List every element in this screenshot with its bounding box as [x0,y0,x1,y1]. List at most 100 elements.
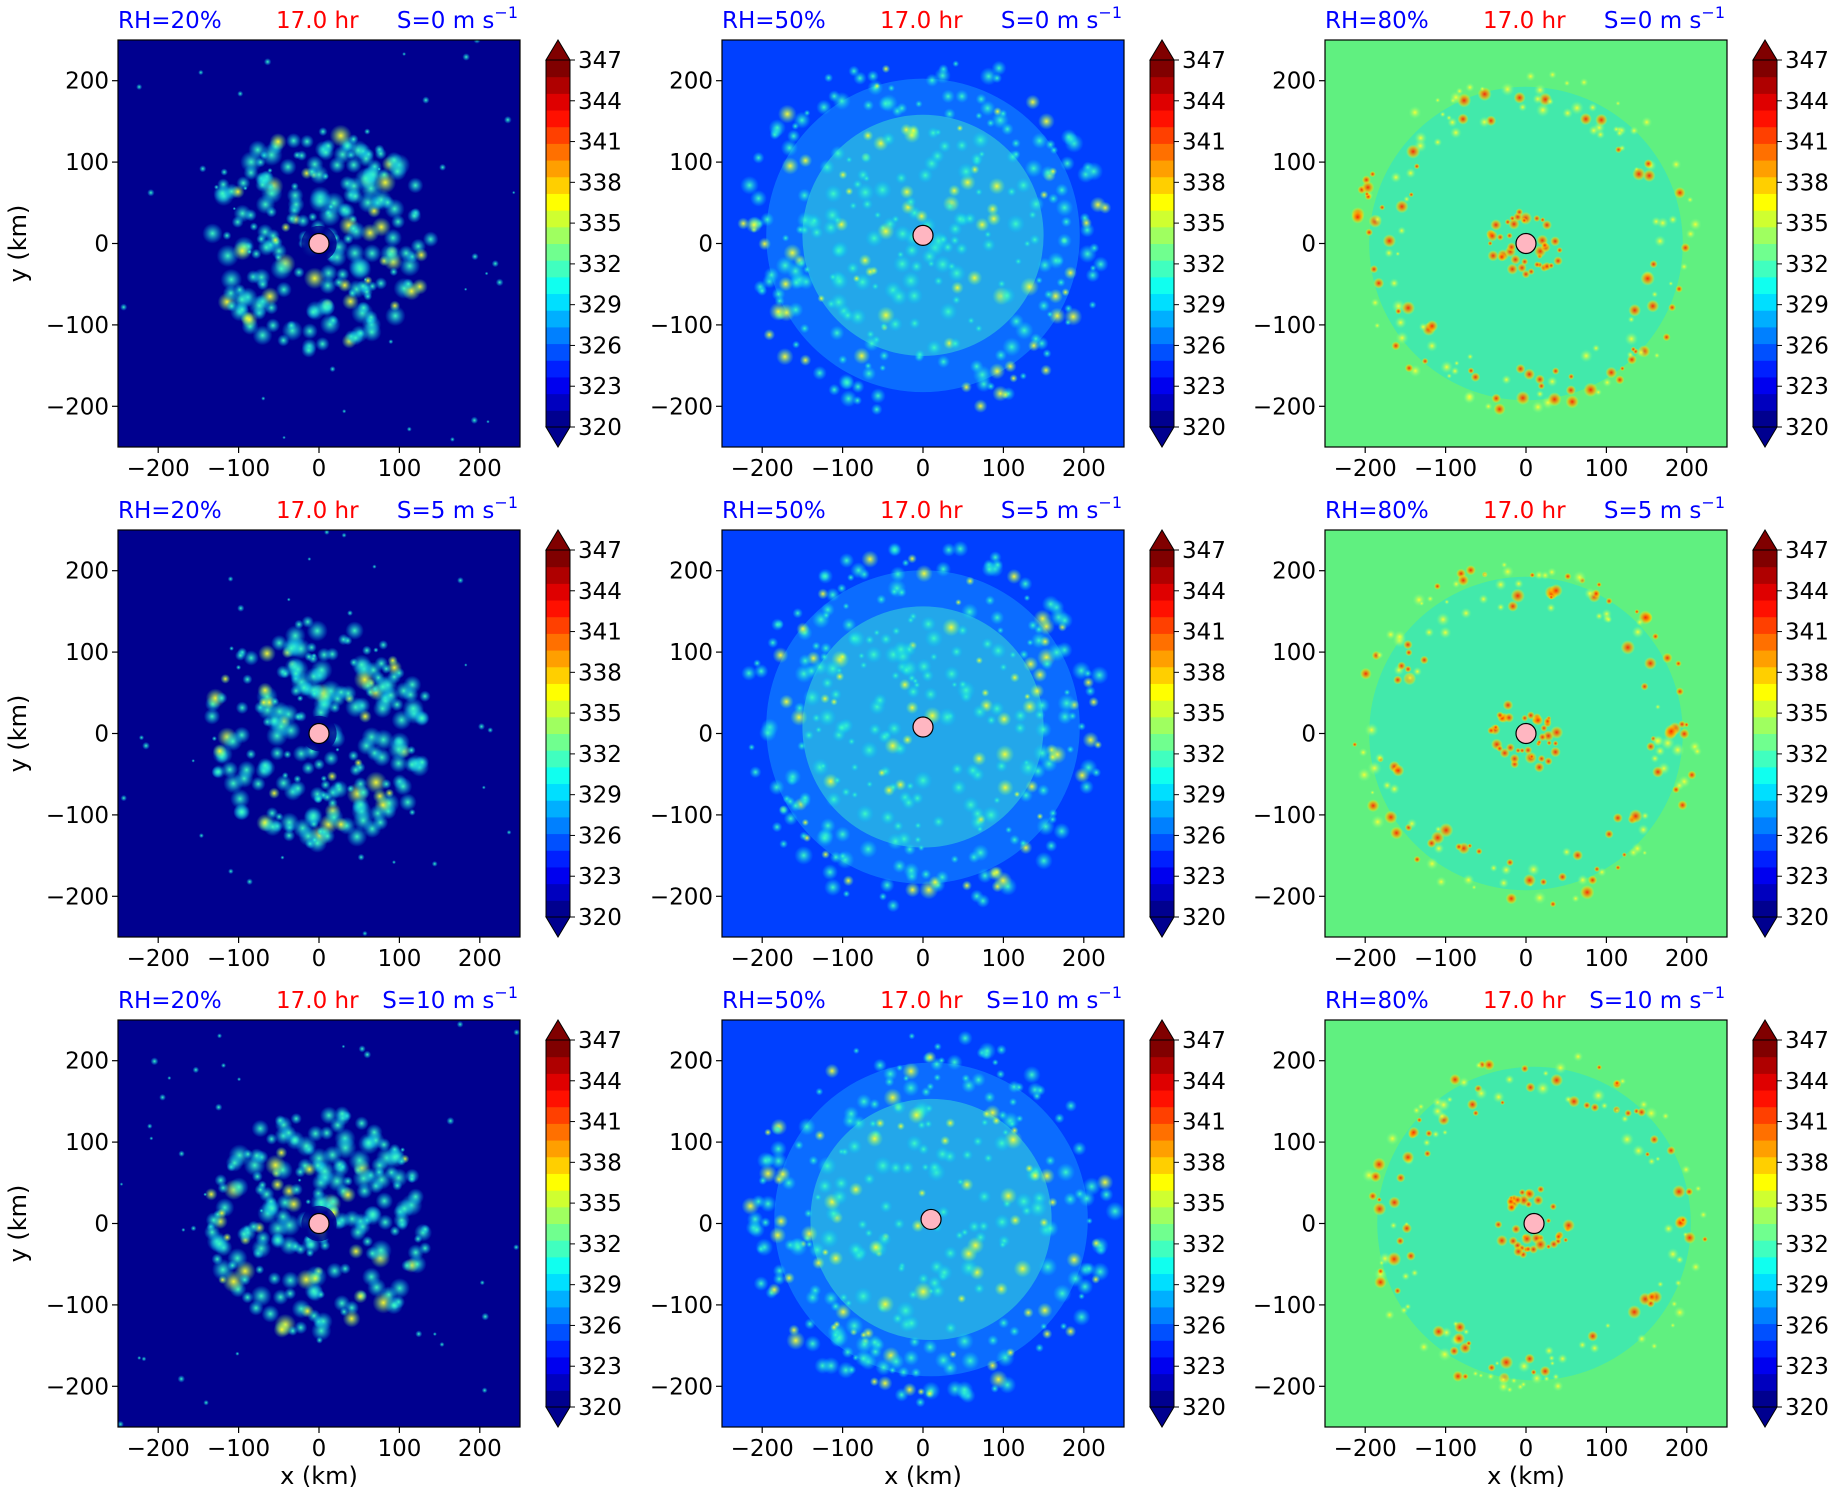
colorbar-extend-max [1752,39,1778,61]
colorbar-segment [546,883,570,901]
y-tick-label: −200 [46,394,109,420]
colorbar-segment [1753,566,1777,584]
colorbar-extend-min [1149,1406,1175,1428]
x-tick-label: 0 [1519,946,1534,972]
colorbar-segment [1753,1223,1777,1241]
title-time: 17.0 hr [276,988,359,1014]
colorbar-segment [1150,733,1174,751]
colorbar-segment [1753,326,1777,345]
colorbar-tick-label: 338 [578,1150,622,1176]
title-time: 17.0 hr [1483,498,1566,524]
colorbar-tick-label: 347 [578,48,622,74]
panel-r0c1: −200 200 −100 100 0 0 100 −100 200 −200 RH=50% 17.0… [650,3,1125,482]
colorbar-segment [546,783,570,801]
colorbar-tick-label: 323 [578,864,622,890]
colorbar-extend-max [545,1019,571,1041]
x-tick-label: −100 [1414,1436,1477,1462]
x-tick-label: 0 [312,1436,327,1462]
y-tick-label: 200 [65,559,109,585]
colorbar-extend-max [1752,529,1778,551]
y-tick-label: 100 [669,640,713,666]
title-rh: RH=50% [722,988,826,1014]
colorbar-tick-label: 335 [1785,701,1829,727]
colorbar-tick-label: 335 [1785,211,1829,237]
colorbar-segment [1753,1240,1777,1258]
colorbar-segment [546,1306,570,1325]
colorbar-segment [1753,633,1777,651]
colorbar-extend-max [545,529,571,551]
colorbar-segment [1753,143,1777,161]
colorbar-segment [546,193,570,211]
x-tick-label: −200 [127,456,190,482]
x-tick-label: 200 [1665,456,1709,482]
colorbar-segment [546,1240,570,1258]
storm-center-marker [912,716,934,738]
colorbar-segment [546,816,570,835]
colorbar-extend-max [545,39,571,61]
colorbar-segment [1753,226,1777,244]
colorbar-tick-label: 332 [1785,742,1829,768]
colorbar: 347 344 341 338 335 332 329 326 323 320 [1149,1019,1226,1428]
colorbar-segment [1753,243,1777,261]
colorbar-tick-label: 335 [1182,1191,1226,1217]
colorbar-segment [1753,700,1777,718]
y-tick-label: −200 [1253,394,1316,420]
colorbar-segment [1753,650,1777,668]
colorbar-tick-label: 329 [1182,783,1226,809]
colorbar-segment [1150,866,1174,885]
colorbar-segment [546,176,570,194]
colorbar-segment [546,1073,570,1091]
colorbar-segment [1150,683,1174,701]
colorbar-extend-max [1752,1019,1778,1041]
colorbar-segment [546,800,570,818]
colorbar-segment [1753,800,1777,818]
colorbar-segment [1150,600,1174,618]
colorbar-tick-label: 323 [1182,1354,1226,1380]
title-time: 17.0 hr [1483,8,1566,34]
y-tick-label: 200 [669,69,713,95]
colorbar-segment [1150,716,1174,734]
colorbar-tick-label: 320 [578,905,622,931]
x-tick-label: 0 [312,456,327,482]
y-tick-label: −200 [1253,1374,1316,1400]
colorbar-segment [1753,766,1777,785]
x-tick-label: 200 [1665,946,1709,972]
colorbar-extend-max [1149,1019,1175,1041]
colorbar-segment [1753,1156,1777,1174]
y-tick-label: 200 [669,1049,713,1075]
colorbar-segment [1753,1106,1777,1124]
colorbar-segment [546,1056,570,1074]
title-shear: S=5 m s−1 [397,493,518,524]
y-tick-label: −200 [650,1374,713,1400]
colorbar-segment [1150,293,1174,311]
colorbar-tick-label: 341 [1182,130,1226,156]
colorbar-tick-label: 344 [1785,89,1829,115]
y-tick-label: −100 [1253,803,1316,829]
colorbar-tick-label: 323 [1785,864,1829,890]
panel-r0c2: −200 200 −100 100 0 0 100 −100 200 −200 RH=80% 17.0… [1253,3,1728,482]
colorbar-segment [1753,1056,1777,1074]
title-time: 17.0 hr [276,498,359,524]
colorbar-segment [1150,700,1174,718]
colorbar: 347 344 341 338 335 332 329 326 323 320 [1149,529,1226,938]
colorbar-segment [1150,110,1174,128]
y-tick-label: −200 [46,884,109,910]
title-shear: S=10 m s−1 [382,983,518,1014]
colorbar-segment [546,1190,570,1208]
x-tick-label: −100 [811,456,874,482]
colorbar-segment [1150,783,1174,801]
colorbar: 347 344 341 338 335 332 329 326 323 320 [545,1019,622,1428]
colorbar-segment [1150,1040,1174,1058]
colorbar-segment [1150,60,1174,78]
x-tick-label: −100 [811,1436,874,1462]
colorbar-tick-label: 323 [1182,864,1226,890]
colorbar: 347 344 341 338 335 332 329 326 323 320 [545,529,622,938]
x-tick-label: −200 [731,456,794,482]
colorbar-segment [1753,126,1777,144]
y-tick-label: 0 [698,1212,713,1238]
colorbar-tick-label: 344 [578,579,622,605]
colorbar-tick-label: 344 [578,1069,622,1095]
x-axis-label: x (km) [280,1462,358,1490]
colorbar-tick-label: 341 [1785,620,1829,646]
